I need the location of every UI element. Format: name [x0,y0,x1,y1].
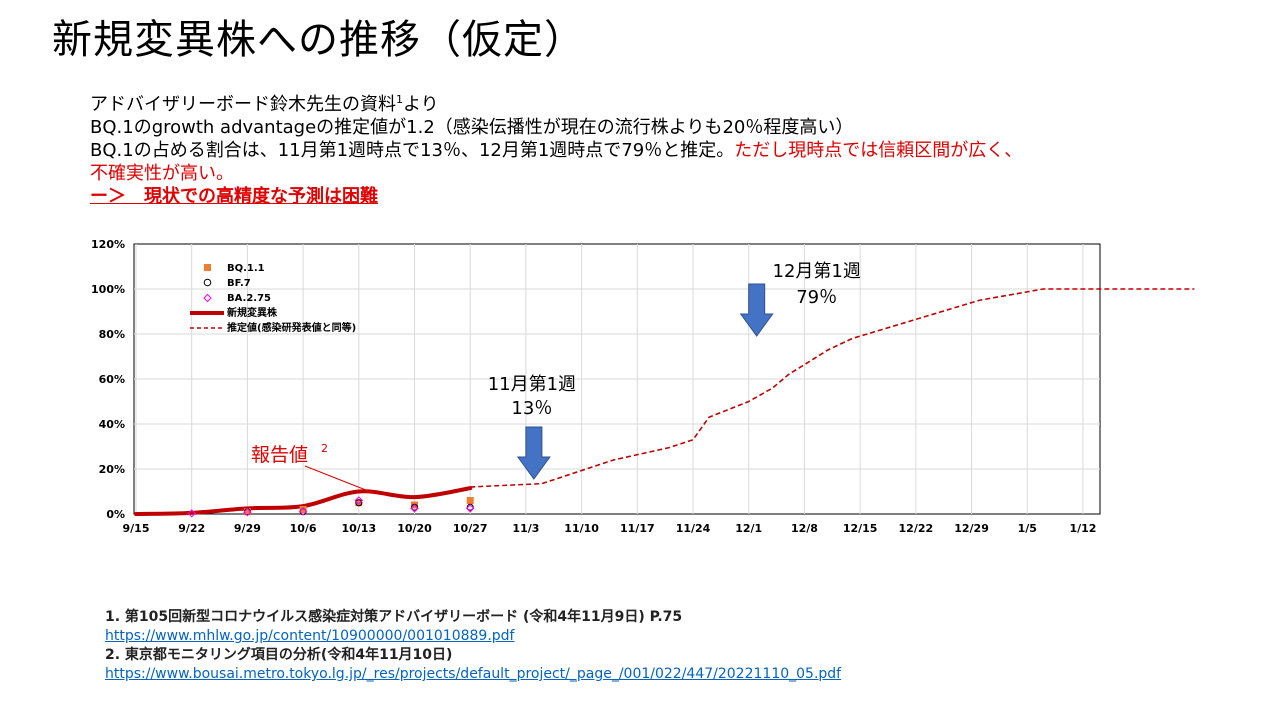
body-line-1: アドバイザリーボード鈴木先生の資料1より [90,93,1210,116]
x-axis-ticks: 9/15 9/22 9/29 10/6 10/13 10/20 10/27 11/3 11/10… [123,522,1097,535]
legend-label-bq11: BQ.1.1 [227,263,265,274]
x-tick-label: 1/5 [1018,522,1037,535]
body-line-4-warning: 不確実性が高い。 [90,163,234,184]
body-line-3: BQ.1の占める割合は、11月第1週時点で13％、12月第1週時点で79％と推定… [90,139,1210,162]
annotation-dec-line1: 12月第1週 [773,261,861,282]
annotation-nov-line1: 11月第1週 [488,374,576,395]
point-bq11 [243,508,251,516]
x-tick-label: 11/24 [676,522,711,535]
y-tick-label: 120% [91,238,125,251]
point-ba275 [466,504,475,513]
body-line-3-text: BQ.1の占める割合は、11月第1週時点で13％、12月第1週時点で79％と推定… [90,140,735,161]
point-ba275 [298,507,308,516]
legend-label-new-variant: 新規変異株 [227,306,278,319]
series-estimated-line [470,288,1195,488]
point-bq11 [466,497,474,504]
x-tick-label: 12/22 [899,522,934,535]
x-tick-label: 12/1 [735,522,762,535]
references: 1. 第105回新型コロナウイルス感染症対策アドバイザリーボード (令和4年11… [105,608,841,684]
annotation-reported-sup: 2 [321,442,328,455]
reference-2-label: 2. 東京都モニタリング項目の分析(令和4年11月10日) [105,647,453,663]
y-tick-label: 60% [99,373,125,386]
arrow-dec-week1 [739,283,774,337]
legend-marker-bf7 [203,278,212,287]
y-tick-label: 0% [106,508,125,521]
point-bf7 [355,499,363,507]
series-layer [134,288,1195,518]
x-tick-label: 12/15 [843,522,878,535]
annotation-reported-leader [304,465,375,494]
x-tick-label: 12/29 [954,522,989,535]
y-tick-label: 20% [99,463,125,476]
legend-label-bf7: BF.7 [227,278,251,289]
body-line-1-tail: より [403,94,439,115]
legend-marker-bq11 [204,264,211,271]
reference-2-link[interactable]: https://www.bousai.metro.tokyo.lg.jp/_re… [105,666,842,682]
y-tick-label: 80% [99,328,125,341]
body-line-1-text: アドバイザリーボード鈴木先生の資料 [90,94,396,115]
point-ba275 [354,496,364,505]
x-tick-label: 10/13 [341,522,376,535]
x-tick-label: 11/3 [512,522,539,535]
point-bq11 [299,506,307,513]
annotation-reported-label: 報告値 [251,444,308,466]
x-tick-label: 9/22 [178,522,205,535]
legend-marker-ba275 [203,293,212,303]
point-ba275 [243,507,252,517]
x-tick-label: 10/20 [397,522,432,535]
reference-1-link[interactable]: https://www.mhlw.go.jp/content/10900000/… [105,628,515,644]
x-tick-label: 1/12 [1069,522,1096,535]
legend-label-ba275: BA.2.75 [227,293,271,304]
conclusion-text: ー＞ 現状での高精度な予測は困難 [90,186,378,207]
y-tick-label: 100% [91,283,125,296]
arrow-nov-week1 [516,426,551,480]
body-text: アドバイザリーボード鈴木先生の資料1より BQ.1のgrowth advanta… [90,93,1210,208]
gridlines [134,244,1100,514]
x-tick-label: 9/15 [123,522,150,535]
point-bq11 [355,499,363,507]
reference-1-label: 1. 第105回新型コロナウイルス感染症対策アドバイザリーボード (令和4年11… [105,609,683,625]
body-line-2: BQ.1のgrowth advantageの推定値が1.2（感染伝播性が現在の流… [90,117,854,138]
x-tick-label: 10/27 [453,522,488,535]
legend-label-estimated: 推定値(感染研発表値と同等) [227,321,356,334]
body-line-3-warning: ただし現時点では信頼区間が広く、 [734,140,1023,161]
x-tick-label: 12/8 [791,522,818,535]
footnote-ref-1: 1 [396,93,403,106]
x-tick-label: 11/17 [620,522,655,535]
slide-title: 新規変異株への推移（仮定） [52,17,585,63]
annotation-layer: 報告値 2 11月第1週 13％ 12月第1週 79％ [251,261,861,494]
annotation-nov-line2: 13％ [511,398,552,419]
y-axis-ticks: 0% 20% 40% 60% 80% 100% 120% [91,238,125,521]
x-tick-label: 9/29 [234,522,261,535]
point-ba275 [410,504,419,513]
point-ba275 [187,509,196,518]
x-tick-label: 11/10 [564,522,599,535]
y-tick-label: 40% [99,418,125,431]
x-tick-label: 10/6 [290,522,317,535]
legend: BQ.1.1 BF.7 BA.2.75 新規変異株 推定値(感染研発表値と同等) [190,263,356,334]
annotation-dec-line2: 79％ [796,287,837,308]
